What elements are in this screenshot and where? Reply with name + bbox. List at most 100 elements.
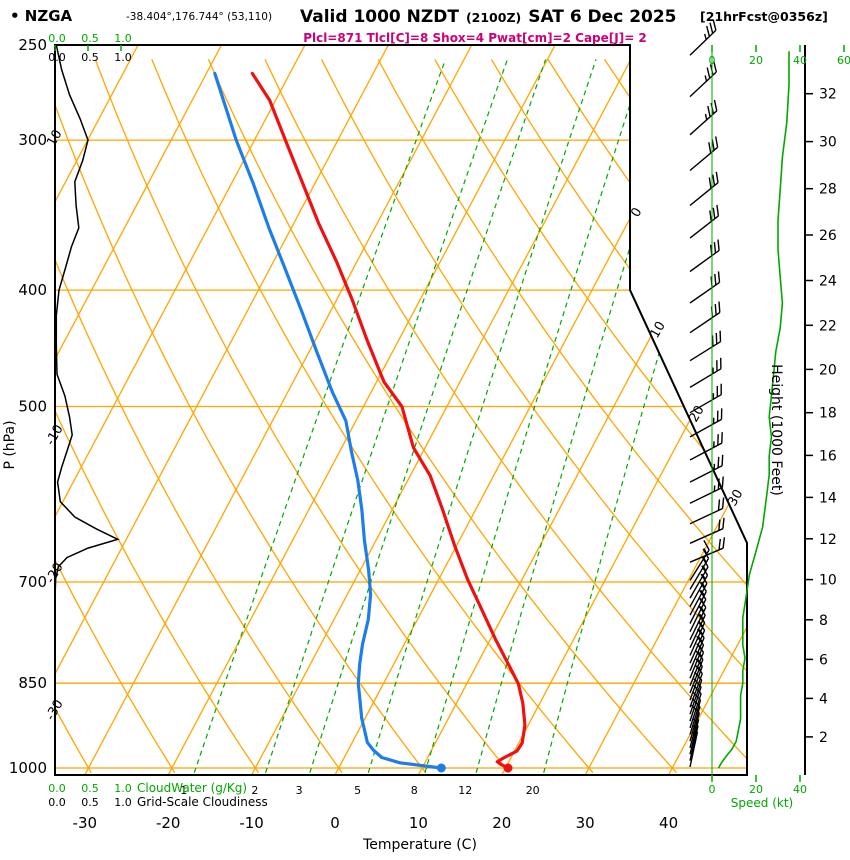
mixing-ratio-line [193,59,447,773]
dry-adiabat-line [377,59,747,774]
speed-tick-label-20: 20 [749,54,763,67]
isotherm-label: 10 [648,319,669,341]
temp-tick-label: 10 [409,814,428,832]
speed-profile-layer [717,51,790,769]
wind-barb [689,731,699,768]
valid-zulu: (2100Z) [466,10,521,25]
height-tick-label: 20 [819,362,837,378]
dry-adiabat-line [55,59,427,774]
pressure-tick-label: 1000 [9,759,47,777]
pressure-tick-label: 850 [18,674,47,692]
wind-barbs-layer [689,19,726,768]
height-tick-label: 22 [819,318,837,334]
height-tick-label: 28 [819,182,837,198]
speed-axis-label: Speed (kt) [731,796,793,810]
wind-barb [689,19,717,56]
mixing-ratio-line [265,59,508,773]
cloudwater-axis-label: CloudWater (g/Kg) [137,781,247,795]
station-name: • NZGA [10,7,73,25]
cloudiness-scale-05: 0.5 [81,51,99,64]
height-tick-label: 32 [819,87,837,103]
mixing-ratio-line [367,59,597,773]
cloudiness-scale-b0: 0.0 [48,796,66,809]
dry-adiabat-line [321,59,747,774]
cloudiness-axis-label: Grid-Scale Cloudiness [137,795,268,809]
cloudiness-scale-b1: 1.0 [114,796,132,809]
cloudwater-scale-b1: 1.0 [114,782,132,795]
cloudiness-profile-layer [54,44,120,768]
wind-barb [689,704,700,748]
valid-title: Valid 1000 NZDT (2100Z) SAT 6 Dec 2025 [300,7,677,27]
wind-barb [689,136,719,172]
height-tick-label: 8 [819,613,828,629]
wind-barb [689,718,700,755]
wind-barb [689,454,724,483]
cloudwater-scale-05: 0.5 [81,32,99,45]
wind-barb [689,204,720,239]
mixing-ratio-label: 1 [180,784,187,797]
speed-tick-label-0: 0 [709,54,716,67]
dry-adiabat-line [55,59,260,774]
mixing-ratio-line [424,59,646,773]
isotherm-label: 30 [725,487,746,509]
wind-speed-curve [717,51,790,769]
mixing-ratio-label: 3 [296,784,303,797]
dry-adiabat-line [490,59,747,774]
height-tick-label: 6 [819,652,828,668]
isotherm-line [668,45,747,775]
wind-barb [689,99,718,136]
cloudiness-scale-0: 0.0 [48,51,66,64]
wind-barb [689,301,721,334]
wind-barb [689,271,721,304]
wind-barb [689,357,722,388]
speed-tick-blabel-0: 0 [709,783,716,796]
cloudwater-scale-0: 0.0 [48,32,66,45]
temp-tick-label: -30 [73,814,98,832]
temp-tick-label: -20 [156,814,181,832]
wind-barb [689,497,725,525]
pressure-tick-label: 400 [18,281,47,299]
background-grid-layer [55,45,850,775]
surface-temperature-dot [503,763,513,773]
height-tick-label: 12 [819,532,837,548]
temp-tick-label: 0 [330,814,340,832]
surface-dewpoint-dot [436,763,446,773]
height-tick-label: 14 [819,490,837,506]
temp-tick-label: 20 [492,814,511,832]
plot-frame [54,44,748,776]
temperature-axis-label: Temperature (C) [362,837,477,853]
isotherm-line [167,45,556,775]
mixing-ratio-line [475,59,689,773]
wind-barb [689,239,720,273]
height-axis-label: Height (1000 Feet) [768,364,784,496]
temperature-curve [250,71,527,770]
temp-tick-label: -10 [239,814,264,832]
temp-tick-label: 40 [659,814,678,832]
isotherm-line [251,45,640,775]
mixing-ratio-label: 2 [251,784,258,797]
wind-barb [689,408,723,438]
isotherm-line [84,45,473,775]
isotherm-line [835,45,850,775]
cloudiness-scale-1: 1.0 [114,51,132,64]
pressure-tick-label: 300 [18,131,47,149]
pressure-axis-label: P (hPa) [2,420,18,469]
isotherm-line [501,45,747,775]
dry-adiabat-line [94,59,510,774]
wind-barb [689,724,699,761]
dry-adiabat-line [207,59,677,774]
height-tick-label: 24 [819,274,837,290]
mixing-ratio-label: 20 [526,784,540,797]
height-tick-label: 26 [819,228,837,244]
cloudwater-scale-b0: 0.0 [48,782,66,795]
wind-barb [689,330,722,362]
height-tick-label: 2 [819,730,828,746]
cloudiness-curve [54,44,120,768]
dry-adiabat-line [434,59,747,774]
speed-tick-blabel-20: 20 [749,783,763,796]
pressure-tick-label: 700 [18,573,47,591]
